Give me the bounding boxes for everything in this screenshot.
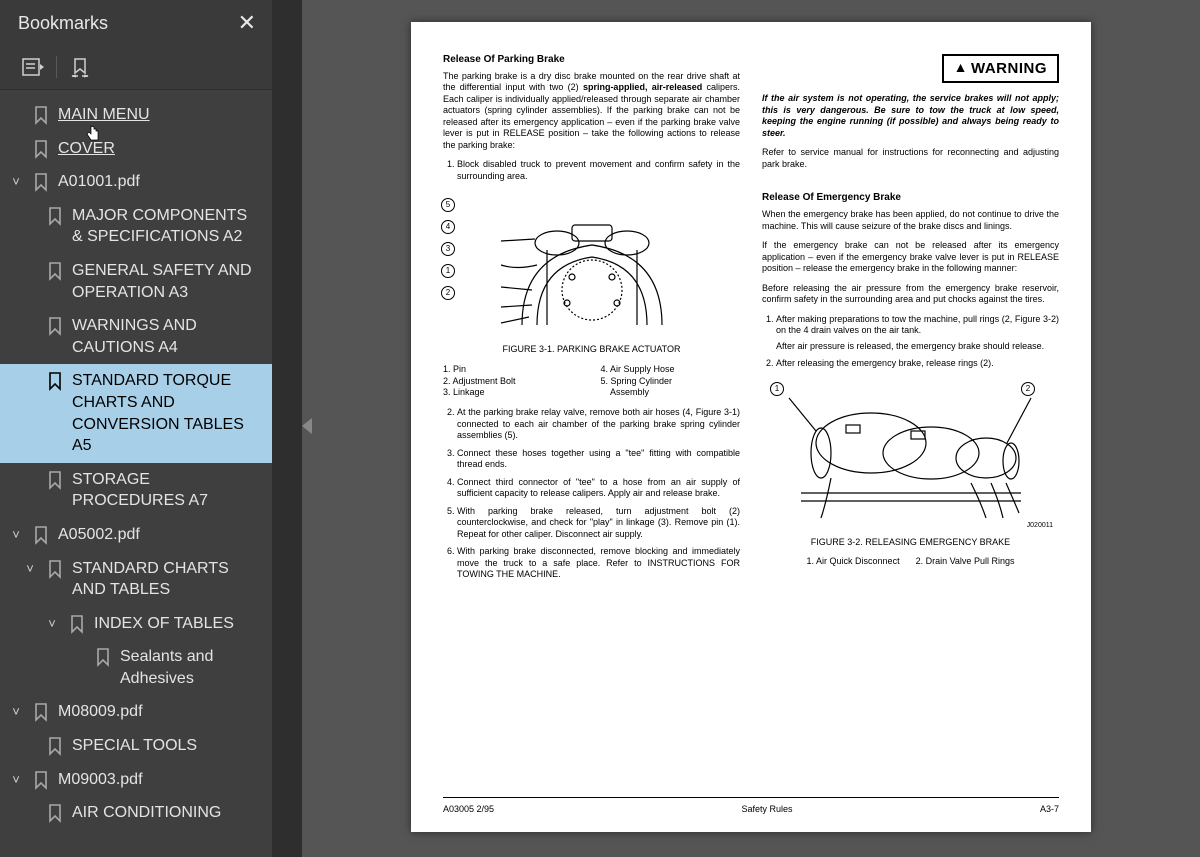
figure-2-caption: FIGURE 3-2. RELEASING EMERGENCY BRAKE	[762, 537, 1059, 549]
callout-f2-2: 2	[1021, 382, 1035, 396]
bookmark-row[interactable]: ˅ M08009.pdf	[0, 695, 272, 729]
sidebar-toolbar	[0, 46, 272, 90]
bookmark-label: COVER	[58, 138, 258, 160]
sidebar-title: Bookmarks	[18, 13, 108, 34]
bookmark-label: M09003.pdf	[58, 769, 258, 791]
bookmark-label: STORAGE PROCEDURES A7	[72, 469, 258, 512]
warning-box: ▲WARNING	[942, 54, 1059, 83]
bookmark-label: SPECIAL TOOLS	[72, 735, 258, 757]
warning-triangle-icon: ▲	[954, 59, 968, 77]
bookmark-label: STANDARD CHARTS AND TABLES	[72, 558, 258, 601]
close-icon[interactable]: ✕	[238, 10, 256, 36]
step-5: With parking brake released, turn adjust…	[457, 506, 740, 541]
bookmark-row[interactable]: COVER	[0, 132, 272, 166]
footer-center: Safety Rules	[742, 804, 793, 814]
list-steps-1: Block disabled truck to prevent movement…	[443, 159, 740, 182]
list-emergency: After making preparations to tow the mac…	[762, 314, 1059, 370]
figure-3-2: 1 2	[762, 378, 1059, 533]
callout-5: 5	[441, 198, 455, 212]
bookmark-row[interactable]: Sealants and Adhesives	[0, 640, 272, 695]
bookmark-label: A05002.pdf	[58, 524, 258, 546]
bookmark-row[interactable]: AIR CONDITIONING	[0, 796, 272, 830]
callout-2: 2	[441, 286, 455, 300]
chevron-down-icon[interactable]: ˅	[22, 560, 38, 578]
step-6: With parking brake disconnected, remove …	[457, 546, 740, 581]
bookmark-label: INDEX OF TABLES	[94, 613, 258, 635]
sidebar-gutter	[272, 0, 302, 857]
bookmark-row[interactable]: MAIN MENU	[0, 98, 272, 132]
callout-4: 4	[441, 220, 455, 234]
footer-left: A03005 2/95	[443, 804, 494, 814]
options-icon[interactable]	[22, 56, 44, 78]
callout-f2-1: 1	[770, 382, 784, 396]
para-e1: When the emergency brake has been applie…	[762, 209, 1059, 232]
bookmark-label: AIR CONDITIONING	[72, 802, 258, 824]
bookmark-label: Sealants and Adhesives	[120, 646, 258, 689]
step-3: Connect these hoses together using a "te…	[457, 448, 740, 471]
bookmark-row[interactable]: GENERAL SAFETY AND OPERATION A3	[0, 254, 272, 309]
chevron-down-icon[interactable]: ˅	[8, 526, 24, 544]
figure-3-1: 5 4 3 1 2	[443, 190, 740, 340]
bookmark-row[interactable]: ˅ M09003.pdf	[0, 763, 272, 797]
step-4: Connect third connector of "tee" to a ho…	[457, 477, 740, 500]
bookmark-label: M08009.pdf	[58, 701, 258, 723]
bookmark-row[interactable]: STORAGE PROCEDURES A7	[0, 463, 272, 518]
toolbar-separator	[56, 56, 57, 78]
bookmark-label: A01001.pdf	[58, 171, 258, 193]
heading-emergency: Release Of Emergency Brake	[762, 192, 1059, 205]
bookmark-label: MAIN MENU	[58, 104, 258, 126]
bookmark-row[interactable]: ˅ INDEX OF TABLES	[0, 607, 272, 641]
bookmark-row[interactable]: ˅ A01001.pdf	[0, 165, 272, 199]
bookmark-label: STANDARD TORQUE CHARTS AND CONVERSION TA…	[72, 370, 258, 456]
figure-2-label: J020011	[1027, 522, 1053, 531]
chevron-down-icon[interactable]: ˅	[8, 173, 24, 191]
callout-1: 1	[441, 264, 455, 278]
bookmark-row[interactable]: STANDARD TORQUE CHARTS AND CONVERSION TA…	[0, 364, 272, 462]
bookmarks-sidebar: Bookmarks ✕ MAIN MENU COVER ˅ A01001.pdf MAJ…	[0, 0, 272, 857]
callout-3: 3	[441, 242, 455, 256]
bookmark-label: WARNINGS AND CAUTIONS A4	[72, 315, 258, 358]
page-footer: A03005 2/95 Safety Rules A3-7	[443, 797, 1059, 814]
bookmark-row[interactable]: ˅ STANDARD CHARTS AND TABLES	[0, 552, 272, 607]
step-1: Block disabled truck to prevent movement…	[457, 159, 740, 182]
figure-2-legend: 1. Air Quick Disconnect 2. Drain Valve P…	[762, 556, 1059, 568]
estep-2: After releasing the emergency brake, rel…	[776, 358, 1059, 370]
bookmark-row[interactable]: ˅ A05002.pdf	[0, 518, 272, 552]
para-e2: If the emergency brake can not be releas…	[762, 240, 1059, 275]
pdf-page: Release Of Parking Brake The parking bra…	[411, 22, 1091, 832]
bookmark-tree[interactable]: MAIN MENU COVER ˅ A01001.pdf MAJOR COMPONENT…	[0, 90, 272, 857]
warning-text: If the air system is not operating, the …	[762, 93, 1059, 139]
left-column: Release Of Parking Brake The parking bra…	[443, 54, 740, 787]
chevron-down-icon[interactable]: ˅	[44, 615, 60, 633]
figure-1-svg	[477, 195, 707, 335]
footer-right: A3-7	[1040, 804, 1059, 814]
figure-1-caption: FIGURE 3-1. PARKING BRAKE ACTUATOR	[443, 344, 740, 356]
content-area: Release Of Parking Brake The parking bra…	[302, 0, 1200, 857]
chevron-down-icon[interactable]: ˅	[8, 703, 24, 721]
collapse-caret-icon[interactable]	[302, 418, 312, 434]
right-column: ▲WARNING If the air system is not operat…	[762, 54, 1059, 787]
figure-1-legend: 1. Pin 2. Adjustment Bolt 3. Linkage 4. …	[443, 364, 740, 399]
bookmark-row[interactable]: MAJOR COMPONENTS & SPECIFICATIONS A2	[0, 199, 272, 254]
sidebar-header: Bookmarks ✕	[0, 0, 272, 46]
para-e3: Before releasing the air pressure from t…	[762, 283, 1059, 306]
step-2: At the parking brake relay valve, remove…	[457, 407, 740, 442]
estep-1: After making preparations to tow the mac…	[776, 314, 1059, 353]
para-intro: The parking brake is a dry disc brake mo…	[443, 71, 740, 152]
bookmark-row[interactable]: WARNINGS AND CAUTIONS A4	[0, 309, 272, 364]
list-steps-2: At the parking brake relay valve, remove…	[443, 407, 740, 581]
expand-bookmark-icon[interactable]	[69, 56, 91, 78]
chevron-down-icon[interactable]: ˅	[8, 771, 24, 789]
bookmark-label: MAJOR COMPONENTS & SPECIFICATIONS A2	[72, 205, 258, 248]
figure-2-svg	[771, 383, 1051, 528]
heading-parking: Release Of Parking Brake	[443, 54, 740, 67]
bookmark-label: GENERAL SAFETY AND OPERATION A3	[72, 260, 258, 303]
para-refer: Refer to service manual for instructions…	[762, 147, 1059, 170]
bookmark-row[interactable]: SPECIAL TOOLS	[0, 729, 272, 763]
